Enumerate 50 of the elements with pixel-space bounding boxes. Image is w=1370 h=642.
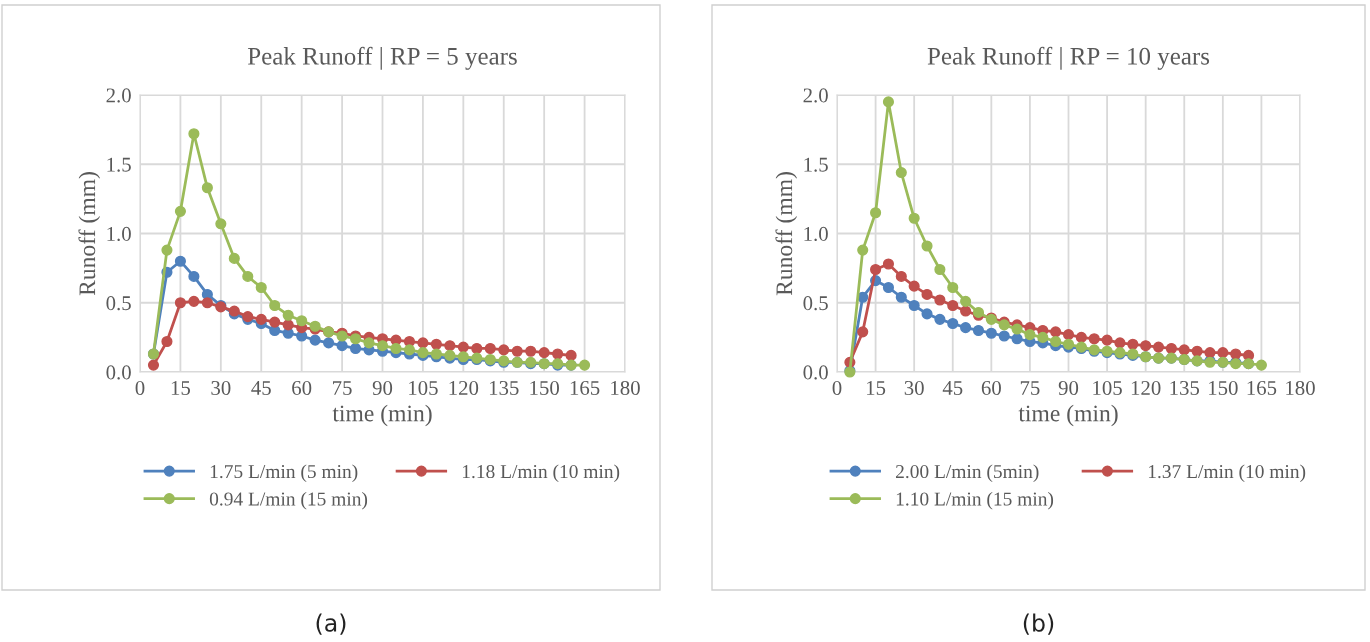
x-tick-label: 105	[409, 380, 438, 395]
y-tick-label: 0.5	[106, 296, 131, 311]
chart-title: Peak Runoff | RP = 10 years	[927, 46, 1210, 70]
x-tick-label: 135	[1170, 380, 1200, 395]
x-tick-label: 150	[530, 380, 559, 395]
x-tick-label: 90	[1058, 380, 1079, 395]
legend-label: 1.75 L/min (5 min)	[210, 464, 358, 483]
x-tick-label: 30	[211, 380, 231, 395]
x-tick-label: 75	[333, 381, 352, 395]
x-tick-label: 135	[489, 380, 519, 395]
legend-label: 1.18 L/min (10 min)	[462, 464, 620, 483]
x-tick-label: 180	[1286, 380, 1315, 395]
legend-label: 1.37 L/min (10 min)	[1148, 464, 1306, 483]
x-tick-label: 120	[1131, 380, 1161, 395]
y-tick-label: 1.5	[107, 157, 131, 172]
x-tick-label: 30	[904, 380, 924, 395]
x-tick-label: 120	[449, 380, 479, 395]
x-tick-label: 180	[611, 380, 640, 395]
x-tick-label: 45	[251, 381, 271, 395]
x-tick-label: 105	[1093, 380, 1122, 395]
text: (a)	[316, 613, 346, 635]
x-tick-label: 165	[1247, 380, 1277, 395]
x-tick-label: 75	[1020, 381, 1040, 395]
y-tick-label: 0.5	[803, 296, 828, 311]
x-tick-label: 0	[832, 380, 842, 395]
x-tick-label: 60	[292, 380, 312, 395]
y-tick-label: 2.0	[106, 88, 131, 103]
x-tick-label: 165	[570, 380, 600, 395]
y-tick-label: 0.0	[106, 365, 131, 380]
y-axis-title: Runoff (mm)	[78, 172, 101, 296]
x-tick-label: 150	[1209, 380, 1238, 395]
x-axis-title: time (min)	[1018, 404, 1118, 427]
text: (b)	[1023, 613, 1054, 635]
chart-title: Peak Runoff | RP = 5 years	[247, 46, 517, 70]
y-tick-label: 1.5	[804, 157, 828, 172]
x-axis-title: time (min)	[332, 404, 432, 427]
x-tick-label: 60	[981, 380, 1001, 395]
y-tick-label: 1.0	[804, 226, 828, 242]
legend-label: 0.94 L/min (15 min)	[209, 491, 368, 510]
x-tick-label: 15	[171, 381, 191, 395]
y-tick-label: 1.0	[107, 226, 131, 242]
legend-label: 1.10 L/min (15 min)	[896, 491, 1054, 510]
y-tick-label: 2.0	[803, 88, 828, 103]
y-tick-label: 0.0	[803, 365, 828, 380]
legend-label: 2.00 L/min (5min)	[895, 464, 1039, 483]
x-tick-label: 15	[867, 381, 886, 395]
y-axis-title: Runoff (mm)	[775, 172, 798, 296]
x-tick-label: 0	[135, 380, 145, 395]
x-tick-label: 90	[372, 380, 393, 395]
x-tick-label: 45	[942, 381, 963, 395]
